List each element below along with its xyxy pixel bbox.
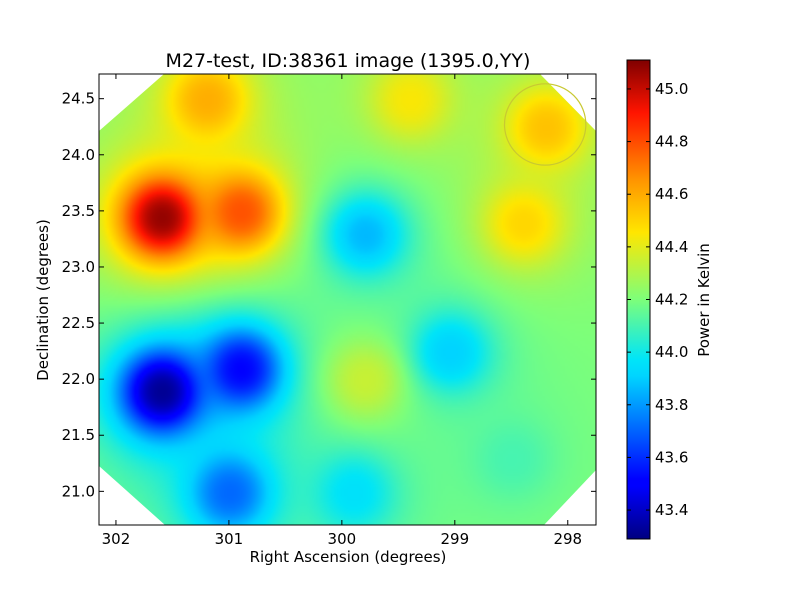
colorbar-tick-label: 44.8	[655, 133, 688, 151]
y-tick-label: 22.5	[62, 314, 95, 332]
y-tick-label: 24.0	[62, 146, 95, 164]
y-tick-label: 21.0	[62, 482, 95, 500]
colorbar-gradient	[627, 60, 650, 539]
colorbar-tick-label: 43.8	[655, 396, 688, 414]
x-tick-label: 301	[215, 530, 244, 548]
x-tick-label: 299	[440, 530, 469, 548]
colorbar-ticks: 43.4 43.6 43.8 44.0 44.2 44.4 44.6 44.8 45.0	[627, 80, 688, 519]
x-axis: 302 301 300 299 298	[102, 74, 582, 548]
y-tick-label: 23.5	[62, 202, 95, 220]
colorbar-label: Power in Kelvin	[695, 243, 713, 357]
x-tick-label: 302	[102, 530, 131, 548]
y-axis: 21.0 21.5 22.0 22.5 23.0 23.5 24.0 24.5	[62, 90, 596, 500]
y-tick-label: 23.0	[62, 258, 95, 276]
colorbar-tick-label: 44.0	[655, 343, 688, 361]
heatmap-image	[99, 74, 596, 525]
colorbar-tick-label: 43.4	[655, 501, 688, 519]
source-marker-circle	[503, 83, 587, 166]
colorbar: 43.4 43.6 43.8 44.0 44.2 44.4 44.6 44.8 45.0 Pow…	[626, 59, 713, 540]
y-tick-label: 24.5	[62, 90, 95, 108]
chart-title: M27-test, ID:38361 image (1395.0,YY)	[166, 50, 531, 72]
x-axis-label: Right Ascension (degrees)	[250, 548, 447, 566]
plot-area	[98, 73, 597, 526]
x-tick-label: 300	[328, 530, 357, 548]
colorbar-tick-label: 44.4	[655, 238, 688, 256]
colorbar-tick-label: 43.6	[655, 448, 688, 466]
colorbar-tick-label: 44.6	[655, 185, 688, 203]
colorbar-tick-label: 45.0	[655, 80, 688, 98]
plot-frame	[98, 73, 597, 526]
x-tick-label: 298	[553, 530, 582, 548]
y-tick-label: 22.0	[62, 370, 95, 388]
y-tick-label: 21.5	[62, 426, 95, 444]
y-axis-label: Declination (degrees)	[34, 219, 52, 381]
colorbar-tick-label: 44.2	[655, 291, 688, 309]
